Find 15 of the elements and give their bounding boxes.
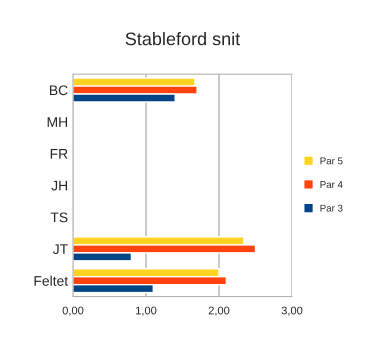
y-tick-label: FR (50, 149, 68, 159)
chart-title: Stableford snit (126, 32, 240, 46)
y-tick-label: JT (52, 244, 68, 254)
x-tick-label: 2,00 (208, 306, 230, 316)
legend-label: Par 5 (320, 158, 343, 164)
x-tick-label: 3,00 (282, 306, 302, 316)
x-tick-label: 1,00 (136, 306, 156, 316)
legend-label: Par 4 (320, 181, 343, 188)
y-tick-label: TS (50, 212, 68, 222)
x-tick-label: 0,00 (62, 306, 84, 316)
y-tick-label: JH (51, 180, 68, 191)
y-tick-label: Feltet (34, 276, 68, 286)
legend-label: Par 3 (320, 204, 343, 212)
y-tick-label: BC (50, 85, 68, 96)
y-tick-label: MH (48, 117, 68, 127)
